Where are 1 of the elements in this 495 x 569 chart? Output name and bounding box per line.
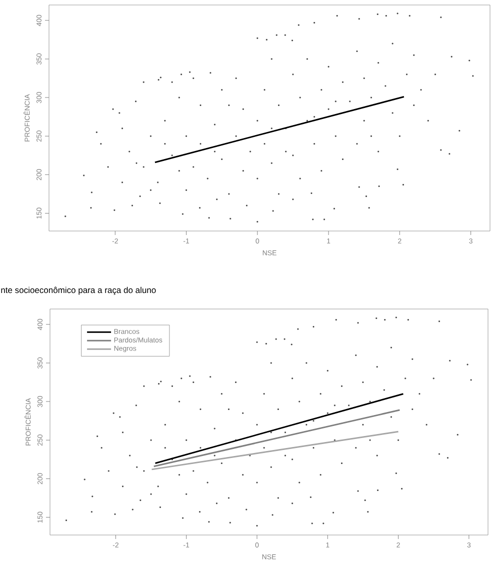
chart-title: nte socioeconômico para a raça do aluno <box>1 286 156 295</box>
